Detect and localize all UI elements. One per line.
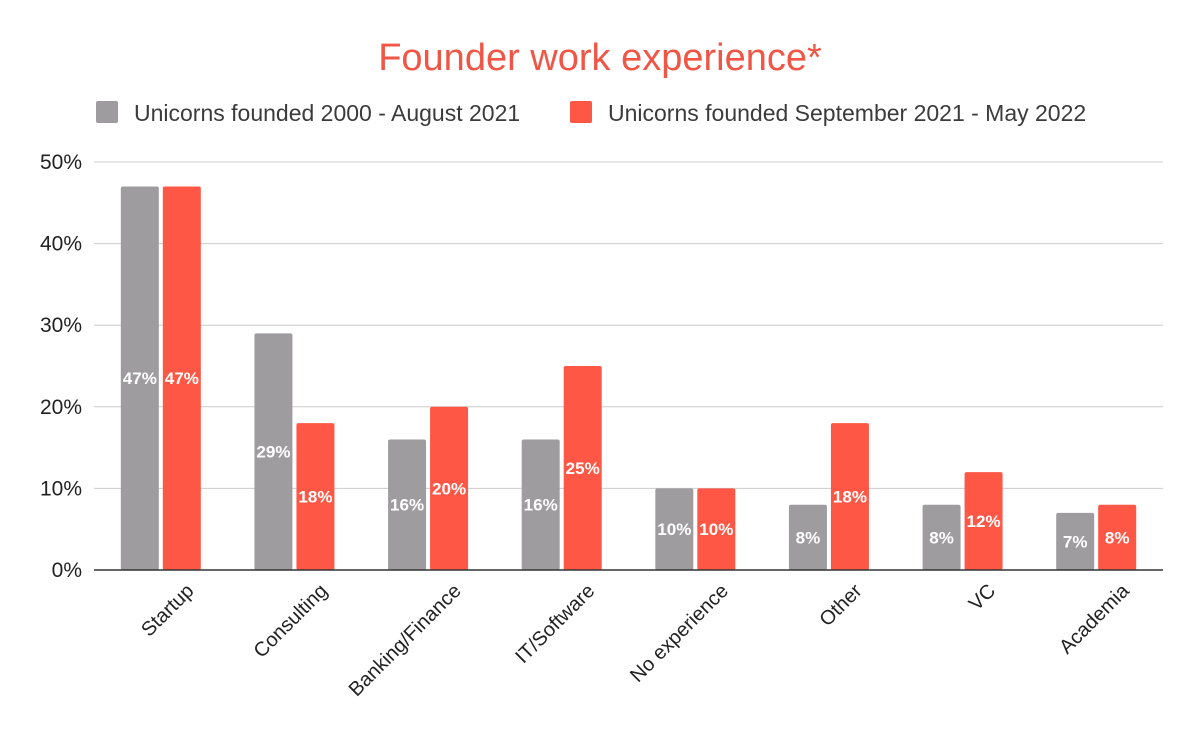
data-label-1-1: 18% xyxy=(298,488,332,507)
category-label: Academia xyxy=(1055,579,1134,658)
legend-label-0: Unicorns founded 2000 - August 2021 xyxy=(134,100,520,126)
y-tick-label: 50% xyxy=(40,151,82,174)
category-label: Other xyxy=(816,580,867,631)
bar-1-5 xyxy=(830,423,869,570)
data-label-0-5: 8% xyxy=(796,528,821,547)
bar-0-7 xyxy=(1056,512,1095,570)
data-label-1-0: 47% xyxy=(165,369,199,388)
legend: Unicorns founded 2000 - August 2021 Unico… xyxy=(96,100,1086,126)
bar-0-3 xyxy=(521,439,560,570)
data-label-0-1: 29% xyxy=(256,443,290,462)
category-label: Consulting xyxy=(250,580,332,662)
data-label-1-6: 12% xyxy=(967,512,1001,531)
data-label-1-7: 8% xyxy=(1105,528,1130,547)
bar-0-4 xyxy=(655,488,694,570)
data-labels: 47% 47% 29% 18% 16% 20% 16% 25% 10% 10% 8% 18% 8% 12%… xyxy=(121,367,1132,553)
y-axis-tick-labels: 0% 10% 20% 30% 40% 50% xyxy=(40,151,82,582)
bars xyxy=(120,186,1137,571)
x-axis-category-labels: Startup Consulting Banking/Finance IT/Softw… xyxy=(137,579,1134,701)
data-label-0-3: 16% xyxy=(524,496,558,515)
data-label-1-5: 18% xyxy=(833,488,867,507)
y-tick-label: 20% xyxy=(40,396,82,419)
data-label-0-7: 7% xyxy=(1063,532,1088,551)
bar-1-0 xyxy=(162,186,201,571)
category-label: VC xyxy=(965,580,1000,615)
bar-1-3 xyxy=(563,366,602,570)
gridlines xyxy=(94,161,1163,489)
data-label-1-2: 20% xyxy=(432,479,466,498)
legend-swatch-1 xyxy=(570,101,592,123)
bar-0-1 xyxy=(254,333,293,570)
bar-1-7 xyxy=(1098,504,1137,570)
data-label-0-2: 16% xyxy=(390,496,424,515)
category-label: Banking/Finance xyxy=(345,580,466,701)
bar-0-2 xyxy=(388,439,427,570)
category-label: IT/Software xyxy=(511,580,599,668)
legend-label-1: Unicorns founded September 2021 - May 20… xyxy=(608,100,1086,126)
y-tick-label: 0% xyxy=(52,559,82,582)
legend-swatch-0 xyxy=(96,101,118,123)
data-label-1-4: 10% xyxy=(699,520,733,539)
bar-0-6 xyxy=(922,504,961,570)
data-label-0-0: 47% xyxy=(123,369,157,388)
bar-0-0 xyxy=(120,186,159,571)
chart-title: Founder work experience* xyxy=(378,37,822,79)
data-label-0-6: 8% xyxy=(929,528,954,547)
data-label-0-4: 10% xyxy=(657,520,691,539)
y-tick-label: 40% xyxy=(40,233,82,256)
bar-1-1 xyxy=(296,423,335,570)
category-label: No experience xyxy=(626,580,733,687)
y-tick-label: 10% xyxy=(40,477,82,500)
category-label: Startup xyxy=(137,580,198,641)
bar-1-6 xyxy=(964,472,1003,570)
bar-1-2 xyxy=(430,406,469,570)
y-tick-label: 30% xyxy=(40,314,82,337)
bar-1-4 xyxy=(697,488,736,570)
data-label-1-3: 25% xyxy=(566,459,600,478)
bar-0-5 xyxy=(788,504,827,570)
